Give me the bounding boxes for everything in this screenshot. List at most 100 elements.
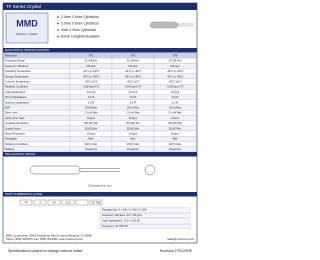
crystal-image — [149, 21, 194, 29]
table-text: ±5 ppm — [87, 132, 95, 135]
table-header: TF3 — [131, 54, 136, 57]
bullet-dot — [57, 22, 59, 25]
part-code: 32.768 — [92, 200, 101, 204]
footer-phone: Phone: (949) 709-5075, Fax: (949) 709-35… — [6, 237, 83, 241]
table-text: Quality Factor — [5, 127, 21, 130]
table-text: 2.0 fF — [88, 101, 95, 104]
part-box — [33, 199, 47, 206]
table-text: Shunt Capacitance — [5, 96, 27, 99]
table-text: -40°C to +85°C — [167, 75, 184, 78]
table-text: 500 MΩ Min — [84, 122, 98, 125]
part-code: 12.5 — [65, 200, 71, 204]
part-box — [19, 199, 33, 206]
table-text: Frequency Tolerance — [5, 65, 29, 68]
table-text: -0.034 ppm/°C² — [83, 86, 100, 89]
bullet-dot — [57, 29, 59, 31]
table-text: 12.5 pF — [129, 91, 138, 94]
table-text: Turnover Temperature — [5, 80, 30, 83]
table-text: +25°C ±5°C — [126, 80, 140, 83]
part-code: 3 — [39, 200, 41, 204]
table-text: 260°C Max — [85, 143, 98, 146]
table-text: Load Capacitance — [5, 91, 26, 94]
table-text: ±20 ppm — [86, 65, 96, 68]
table-text: +25°C ±5°C — [84, 80, 98, 83]
part-box — [61, 199, 75, 206]
part-code: TF — [24, 200, 28, 204]
logo-box — [5, 12, 49, 44]
table-text: 500 MΩ Min — [168, 122, 182, 125]
table-text: Frequency — [85, 148, 98, 151]
table-header: Parameter — [5, 54, 17, 57]
table-text: Insulation Resistance — [5, 122, 29, 125]
table-text: ±3 ppm — [129, 117, 137, 120]
table-text: Drive Level — [5, 112, 18, 115]
table-text: 50,000 Min — [85, 127, 98, 130]
option: Load Capacitance: 12.5 = 12.5 pF — [102, 220, 140, 223]
section-title: MECHANICAL DETAIL — [5, 152, 36, 156]
table-text: ±3 ppm — [171, 117, 179, 120]
table-text: ±3 ppm — [87, 117, 95, 120]
table-header: TF2 — [89, 54, 94, 57]
option: Package Size: 2 = 2x6, 3 = 3x8, 9 = 3x9 — [102, 209, 147, 212]
bullet-dot — [57, 16, 59, 18]
table-text: ±20 ppm — [128, 65, 138, 68]
table-text: 2.5 fF — [130, 101, 137, 104]
table-cell — [153, 146, 197, 152]
table-text: Bulk — [131, 138, 137, 141]
bullet: 3.0mm X 8mm Cylindrical — [61, 21, 99, 25]
table-text: -10°C to +60°C — [125, 70, 142, 73]
table-text: Frequency Range — [5, 60, 25, 63]
section-title: ELECTRICAL SPECIFICATIONS — [5, 48, 49, 52]
part-box — [75, 199, 89, 206]
option: Frequency: 32.768 kHz — [102, 225, 129, 228]
table-text: -10°C to +60°C — [167, 70, 184, 73]
bullet-dot — [57, 35, 59, 38]
table-text: 32.768 kHz — [85, 60, 98, 63]
option-box — [99, 224, 191, 229]
table-text: Packaging — [5, 138, 17, 141]
part-code: 20 — [52, 200, 56, 204]
bullet: 2.0mm X 6mm Cylindrical — [61, 15, 99, 19]
section-title: PART NUMBERING GUIDE — [5, 192, 42, 196]
notice: Specifications subject to change without… — [8, 249, 82, 253]
table-text: Motional Capacitance — [5, 101, 30, 104]
bullet: RoHS Compliant Available — [61, 34, 100, 38]
table-text: 1.0 µW Max — [84, 112, 98, 115]
table-text: 1.5 pF — [87, 96, 95, 99]
table-text: Shock Resistance — [5, 132, 26, 135]
table-text: Storage Temperature — [5, 75, 29, 78]
table-cell — [3, 104, 71, 111]
section-bar — [3, 152, 197, 157]
table-text: 32.768 kHz — [169, 60, 182, 63]
table-text: Soldering Conditions — [5, 143, 29, 146]
table-text: 35 kΩ Max — [127, 106, 140, 109]
part-box — [47, 199, 61, 206]
table-text: 50 kΩ Max — [85, 106, 98, 109]
table-text: 1.0 µW Max — [168, 112, 182, 115]
table-text: -10°C to +60°C — [83, 70, 100, 73]
table-text: Operating Temperature — [5, 70, 31, 73]
table-text: 500 MΩ Min — [126, 122, 140, 125]
section-bar — [3, 192, 197, 197]
table-text: -40°C to +85°C — [125, 75, 142, 78]
title: TF Series Crystal — [6, 4, 41, 9]
logo-tagline: Monitor | Quartz — [16, 32, 38, 36]
table-text: 260°C Max — [127, 143, 140, 146]
table-text: 32.768 kHz — [127, 60, 140, 63]
bullet: 3mm X 9mm Cylindrical — [61, 28, 96, 32]
datasheet: TF Series Crystal MMD Monitor | Quartz E… — [2, 2, 198, 253]
footer-email: Sales@mmdcomp.com — [167, 237, 194, 241]
table-text: 12.5 pF — [87, 91, 96, 94]
option-box — [99, 207, 191, 213]
table-text: ±5 ppm — [129, 132, 137, 135]
table-text: 50,000 Min — [127, 127, 140, 130]
table-text: Aging (First Year) — [5, 117, 24, 120]
logo: MMD — [16, 18, 38, 28]
table-text: 1.5 pF — [129, 96, 137, 99]
table-text: ±20 ppm — [170, 65, 180, 68]
revision: Revision TF0120HE — [160, 249, 193, 253]
table-text: Frequency — [169, 148, 182, 151]
mechanical-note: Dimensions in mm — [88, 184, 112, 188]
option: Frequency Tolerance: 20 = ±20 ppm — [102, 214, 142, 217]
table-text: 35 kΩ Max — [169, 106, 182, 109]
